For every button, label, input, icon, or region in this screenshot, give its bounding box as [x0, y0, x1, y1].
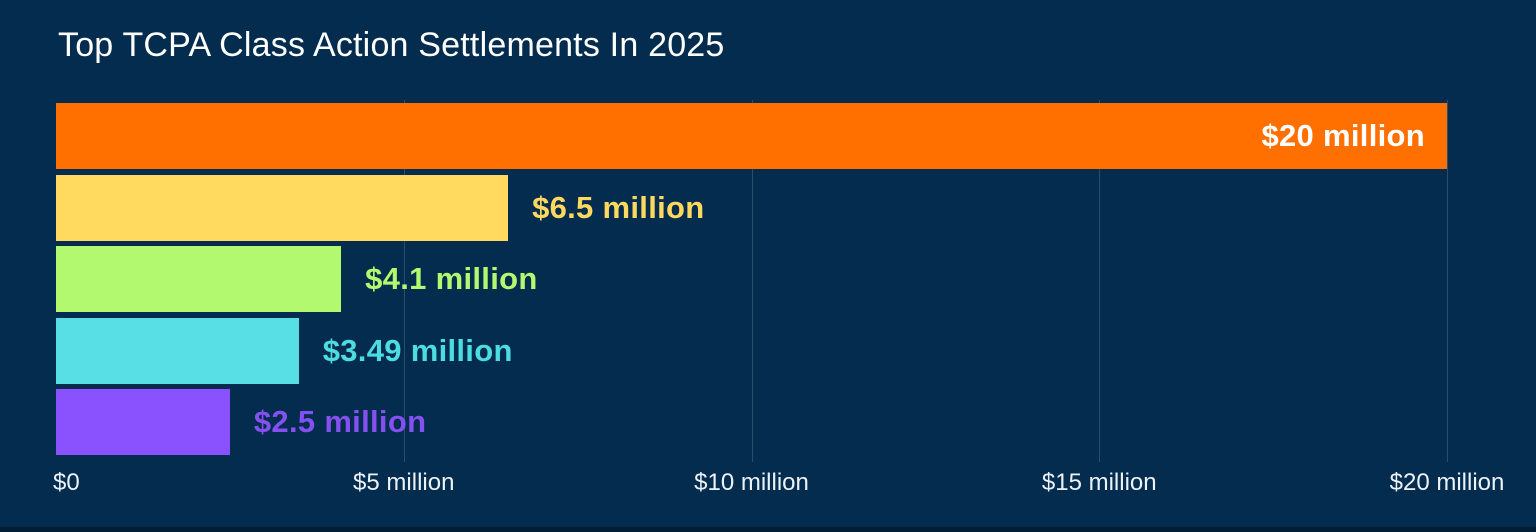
bar-value-label: $2.5 million: [253, 404, 427, 440]
bar-row: $4.1 million: [56, 246, 1447, 313]
x-axis-tick-label: $0: [53, 469, 80, 496]
bar-segment: $20 million: [56, 103, 1447, 169]
x-axis-tick-labels: $0 $5 million $10 million $15 million $20 mi…: [53, 469, 1504, 499]
bar-row: $2.5 million: [56, 389, 1447, 456]
bottom-edge-strip: [0, 527, 1536, 532]
chart-title: Top TCPA Class Action Settlements In 202…: [58, 26, 725, 64]
bar-segment: [56, 246, 342, 313]
x-axis-tick-label: $15 million: [1041, 469, 1157, 496]
plot-area: $20 million $6.5 million $4.1 million $3.49…: [56, 100, 1448, 462]
bar-segment: [56, 389, 230, 456]
bar-row: $20 million: [56, 103, 1447, 169]
gridline-10m: [751, 100, 753, 462]
bar-segment: [56, 174, 509, 241]
bar-row: $3.49 million: [56, 317, 1447, 384]
x-axis-tick-label: $20 million: [1389, 469, 1505, 496]
x-axis-tick-label: $5 million: [353, 469, 455, 496]
gridline-15m: [1099, 100, 1101, 462]
bar-value-label: $6.5 million: [532, 189, 705, 225]
bar-segment: [56, 317, 299, 384]
bar-value-label: $3.49 million: [322, 332, 513, 368]
gridline-20m: [1447, 100, 1448, 462]
bar-row: $6.5 million: [56, 174, 1447, 241]
bars-container: $20 million $6.5 million $4.1 million $3.49…: [56, 103, 1447, 461]
x-axis-tick-label: $10 million: [694, 469, 809, 496]
bar-value-label: $4.1 million: [365, 261, 538, 297]
gridline-5m: [403, 100, 405, 462]
bar-value-label: $20 million: [1261, 118, 1425, 153]
